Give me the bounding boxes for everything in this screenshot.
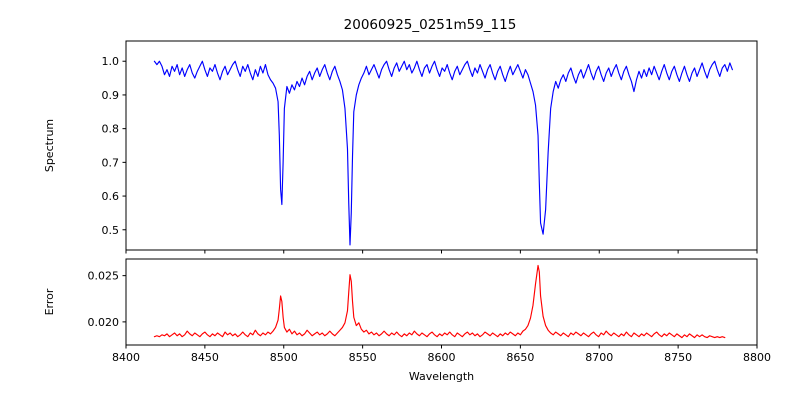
y-tick-label: 0.020 (88, 316, 120, 329)
y-tick-label: 0.9 (102, 89, 120, 102)
x-tick-label: 8600 (428, 351, 456, 364)
data-series-error (153, 264, 726, 339)
x-tick-label: 8500 (270, 351, 298, 364)
y-tick-label: 1.0 (102, 55, 120, 68)
x-tick-label: 8700 (585, 351, 613, 364)
y-tick-label: 0.025 (88, 270, 120, 283)
x-tick-label: 8750 (664, 351, 692, 364)
figure-title: 20060925_0251m59_115 (344, 17, 517, 33)
x-tick-label: 8650 (506, 351, 534, 364)
y-axis-label: Spectrum (43, 119, 56, 172)
y-tick-label: 0.5 (102, 224, 120, 237)
error-panel: 8400 8450 8500 8550 8600 8650 8700 8750 8800 0.02… (43, 258, 771, 383)
x-tick-label: 8400 (112, 351, 140, 364)
y-tick-label: 0.7 (102, 156, 120, 169)
x-tick-label: 8450 (191, 351, 219, 364)
y-tick-label: 0.8 (102, 123, 120, 136)
data-series-spectrum (153, 60, 733, 246)
x-tick-label: 8800 (743, 351, 771, 364)
y-axis-label: Error (43, 288, 56, 315)
y-tick-label: 0.6 (102, 190, 120, 203)
spectrum-panel: 0.5 0.6 0.7 0.8 0.9 1.0 Spectrum (43, 40, 758, 254)
x-axis-label: Wavelength (409, 370, 474, 383)
x-tick-label: 8550 (349, 351, 377, 364)
